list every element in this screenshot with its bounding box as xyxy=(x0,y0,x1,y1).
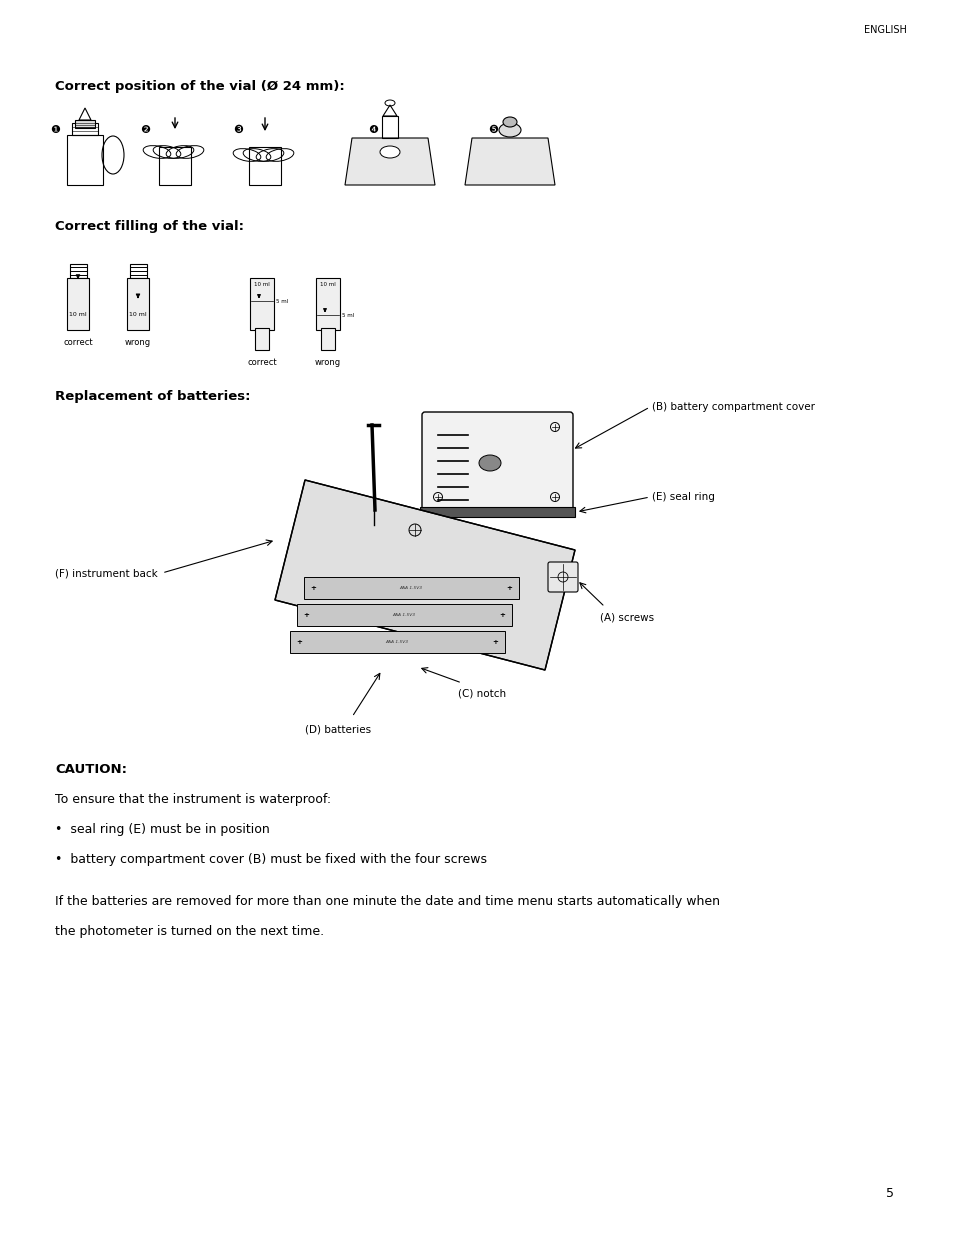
Bar xyxy=(70,264,87,278)
Text: AAA 1.5V3: AAA 1.5V3 xyxy=(399,585,422,590)
Text: 10 ml: 10 ml xyxy=(129,312,147,317)
Text: (B) battery compartment cover: (B) battery compartment cover xyxy=(651,403,814,412)
FancyBboxPatch shape xyxy=(547,562,578,592)
Text: +: + xyxy=(505,585,512,592)
Bar xyxy=(250,278,274,330)
Text: correct: correct xyxy=(247,358,276,367)
Bar xyxy=(127,278,149,330)
Text: ENGLISH: ENGLISH xyxy=(862,25,905,35)
Polygon shape xyxy=(345,138,435,185)
Text: +: + xyxy=(492,638,497,645)
Bar xyxy=(130,264,147,278)
Polygon shape xyxy=(464,138,555,185)
Bar xyxy=(159,147,191,185)
Text: ❷: ❷ xyxy=(140,125,150,135)
Text: 5 ml: 5 ml xyxy=(341,312,354,317)
Text: AAA 1.5V3: AAA 1.5V3 xyxy=(392,613,416,618)
Text: 5 ml: 5 ml xyxy=(275,299,288,304)
Text: Correct filling of the vial:: Correct filling of the vial: xyxy=(55,220,244,233)
Ellipse shape xyxy=(379,146,399,158)
Bar xyxy=(304,577,518,599)
Bar xyxy=(71,124,98,135)
Text: wrong: wrong xyxy=(314,358,341,367)
Text: wrong: wrong xyxy=(125,338,151,347)
Polygon shape xyxy=(274,480,575,671)
Bar xyxy=(419,508,575,517)
Text: To ensure that the instrument is waterproof:: To ensure that the instrument is waterpr… xyxy=(55,793,331,806)
Bar xyxy=(315,278,339,330)
Text: •  seal ring (E) must be in position: • seal ring (E) must be in position xyxy=(55,823,270,836)
Text: ❸: ❸ xyxy=(233,125,243,135)
FancyBboxPatch shape xyxy=(421,412,573,513)
Text: 10 ml: 10 ml xyxy=(253,282,270,287)
Text: ❶: ❶ xyxy=(50,125,60,135)
Text: +: + xyxy=(310,585,315,592)
Bar xyxy=(254,329,269,350)
Bar xyxy=(290,631,504,653)
Text: +: + xyxy=(303,613,309,618)
Text: ❺: ❺ xyxy=(488,125,497,135)
Text: 10 ml: 10 ml xyxy=(320,282,335,287)
Text: CAUTION:: CAUTION: xyxy=(55,763,127,776)
Text: ❹: ❹ xyxy=(368,125,377,135)
Bar xyxy=(296,604,512,626)
Text: •  battery compartment cover (B) must be fixed with the four screws: • battery compartment cover (B) must be … xyxy=(55,853,486,866)
Text: (C) notch: (C) notch xyxy=(457,688,506,698)
Ellipse shape xyxy=(498,124,520,137)
Ellipse shape xyxy=(478,454,500,471)
Text: Correct position of the vial (Ø 24 mm):: Correct position of the vial (Ø 24 mm): xyxy=(55,80,344,93)
Text: (F) instrument back: (F) instrument back xyxy=(55,568,157,578)
Text: Replacement of batteries:: Replacement of batteries: xyxy=(55,390,251,403)
Text: +: + xyxy=(498,613,504,618)
Text: (D) batteries: (D) batteries xyxy=(305,725,371,735)
Bar xyxy=(67,278,89,330)
Text: +: + xyxy=(295,638,301,645)
Bar xyxy=(381,116,397,138)
Ellipse shape xyxy=(502,117,517,127)
Text: 10 ml: 10 ml xyxy=(70,312,87,317)
Text: (E) seal ring: (E) seal ring xyxy=(651,492,714,501)
Text: correct: correct xyxy=(63,338,92,347)
Text: (A) screws: (A) screws xyxy=(599,613,654,622)
Bar xyxy=(67,135,103,185)
Bar xyxy=(75,120,95,128)
Text: 5: 5 xyxy=(885,1187,893,1200)
Bar xyxy=(249,147,281,185)
Bar xyxy=(320,329,335,350)
Text: the photometer is turned on the next time.: the photometer is turned on the next tim… xyxy=(55,925,324,939)
Text: If the batteries are removed for more than one minute the date and time menu sta: If the batteries are removed for more th… xyxy=(55,895,720,908)
Text: AAA 1.5V3: AAA 1.5V3 xyxy=(385,640,408,643)
